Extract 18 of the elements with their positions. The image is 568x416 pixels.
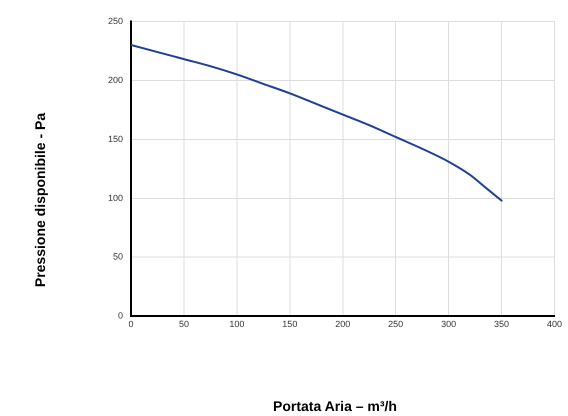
- line-series: [131, 44, 503, 202]
- x-tick-label: 300: [441, 319, 456, 330]
- y-tick-label: 0: [118, 310, 124, 321]
- x-tick-label: 0: [128, 319, 134, 330]
- x-axis-title: Portata Aria – m³/h: [273, 398, 397, 414]
- y-tick-label: 150: [108, 134, 124, 144]
- x-tick-label: 150: [282, 319, 298, 330]
- y-tick-label: 100: [108, 192, 124, 203]
- y-tick-label: 50: [113, 252, 124, 262]
- x-tick-label: 200: [335, 319, 350, 330]
- y-tick-label: 250: [108, 16, 124, 26]
- x-tick-label: 100: [229, 319, 244, 330]
- x-tick-label: 350: [494, 319, 510, 330]
- x-tick-label: 50: [178, 319, 189, 330]
- y-tick-label: 200: [108, 74, 124, 85]
- y-axis-title: Pressione disponibile - Pa: [32, 112, 48, 288]
- x-tick-label: 250: [388, 319, 404, 330]
- x-tick-label: 400: [546, 319, 562, 330]
